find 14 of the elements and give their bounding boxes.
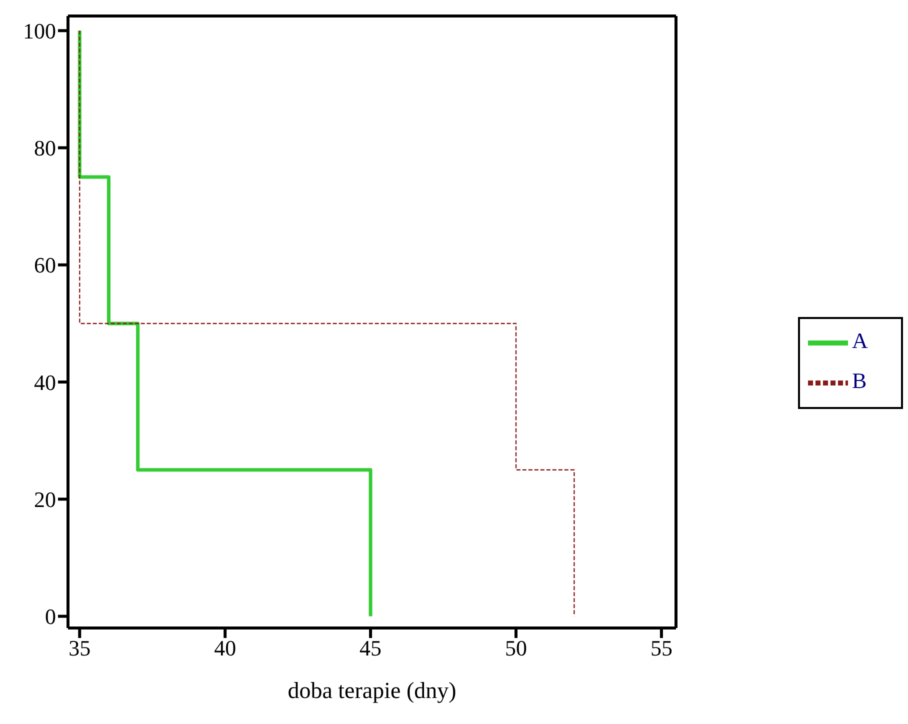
x-tick-label: 55 [650, 636, 672, 661]
x-tick-label: 50 [505, 636, 527, 661]
y-tick-label: 20 [34, 486, 56, 512]
y-tick-label: 100 [23, 18, 56, 44]
legend-label: A [852, 328, 868, 354]
y-tick-label: 0 [45, 604, 56, 630]
x-axis-title: doba terapie (dny) [288, 678, 456, 703]
y-tick-label: 40 [34, 370, 56, 395]
y-tick-label: 60 [34, 252, 56, 278]
x-tick-label: 45 [360, 636, 382, 661]
legend-label: B [852, 368, 867, 394]
y-tick-label: 80 [34, 136, 56, 161]
x-tick-label: 35 [68, 636, 91, 661]
x-tick-label: 40 [214, 636, 236, 661]
